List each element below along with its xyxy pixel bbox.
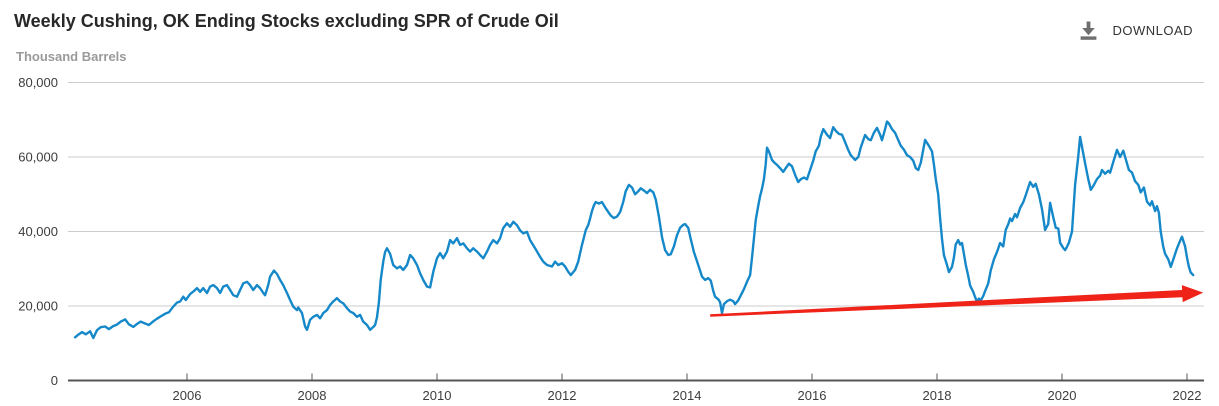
y-axis-units-label: Thousand Barrels bbox=[16, 49, 127, 64]
y-tick-label: 80,000 bbox=[18, 75, 58, 90]
x-tick-label: 2022 bbox=[1173, 388, 1202, 403]
x-tick-label: 2006 bbox=[173, 388, 202, 403]
x-tick-label: 2012 bbox=[548, 388, 577, 403]
page-title: Weekly Cushing, OK Ending Stocks excludi… bbox=[14, 11, 559, 31]
x-tick-label: 2016 bbox=[798, 388, 827, 403]
x-tick-label: 2008 bbox=[298, 388, 327, 403]
download-label: DOWNLOAD bbox=[1112, 23, 1193, 38]
y-tick-label: 20,000 bbox=[18, 299, 58, 314]
y-tick-label: 40,000 bbox=[18, 224, 58, 239]
y-tick-label: 60,000 bbox=[18, 150, 58, 165]
x-tick-label: 2018 bbox=[923, 388, 952, 403]
x-tick-label: 2010 bbox=[423, 388, 452, 403]
download-button[interactable]: DOWNLOAD bbox=[1078, 16, 1193, 45]
y-tick-label: 0 bbox=[51, 373, 58, 388]
x-tick-label: 2020 bbox=[1048, 388, 1077, 403]
download-icon bbox=[1081, 21, 1097, 40]
x-tick-label: 2014 bbox=[673, 388, 702, 403]
trend-arrow bbox=[710, 285, 1204, 317]
stocks-line bbox=[73, 120, 1195, 340]
